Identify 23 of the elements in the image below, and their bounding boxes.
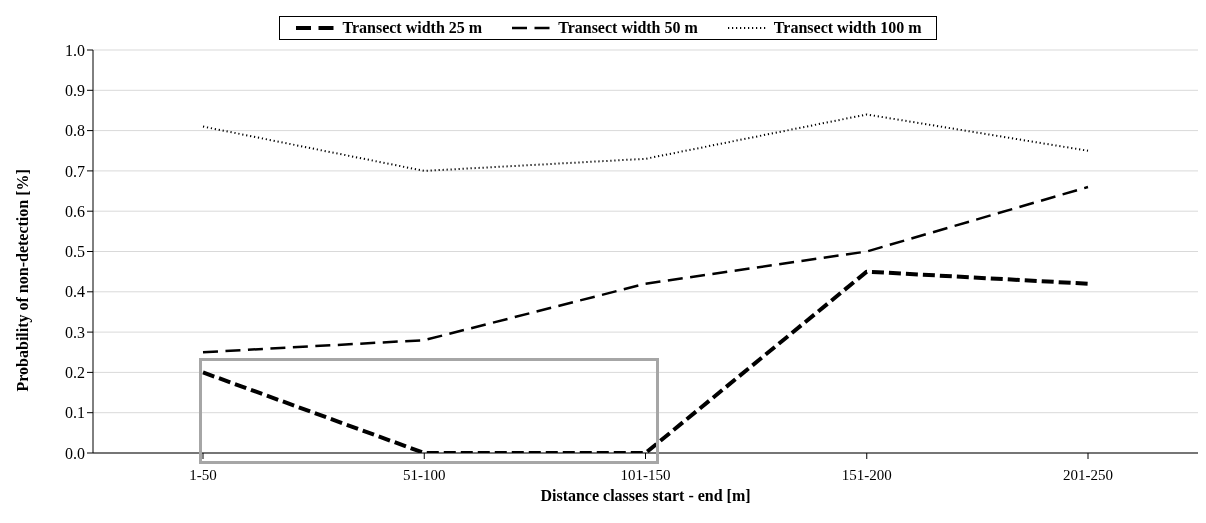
x-tick-label: 1-50 — [189, 466, 217, 483]
y-tick-label: 0.4 — [65, 283, 85, 301]
y-tick-label: 0.5 — [65, 243, 85, 261]
y-tick-label: 0.7 — [65, 162, 85, 180]
y-tick-label: 1.0 — [65, 41, 85, 59]
y-axis-title: Probability of non-detection [%] — [13, 169, 32, 392]
x-tick-label: 101-150 — [620, 466, 671, 483]
y-tick-label: 0.9 — [65, 81, 85, 99]
x-axis-title: Distance classes start - end [m] — [540, 487, 751, 504]
legend-label: Transect width 25 m — [342, 19, 483, 37]
legend-label: Transect width 50 m — [558, 19, 698, 37]
y-tick-label: 0.1 — [65, 404, 85, 422]
y-tick-label: 0.8 — [65, 122, 85, 140]
x-tick-label: 51-100 — [403, 466, 446, 483]
x-tick-label: 201-250 — [1063, 466, 1113, 483]
y-tick-label: 0.3 — [65, 323, 85, 341]
legend-label: Transect width 100 m — [773, 19, 922, 37]
line-series — [202, 113, 1089, 172]
y-tick-label: 0.2 — [65, 364, 85, 382]
y-tick-label: 0.6 — [65, 202, 85, 220]
x-tick-label: 151-200 — [841, 466, 892, 483]
y-tick-label: 0.0 — [65, 444, 85, 462]
line-series — [201, 185, 1090, 354]
